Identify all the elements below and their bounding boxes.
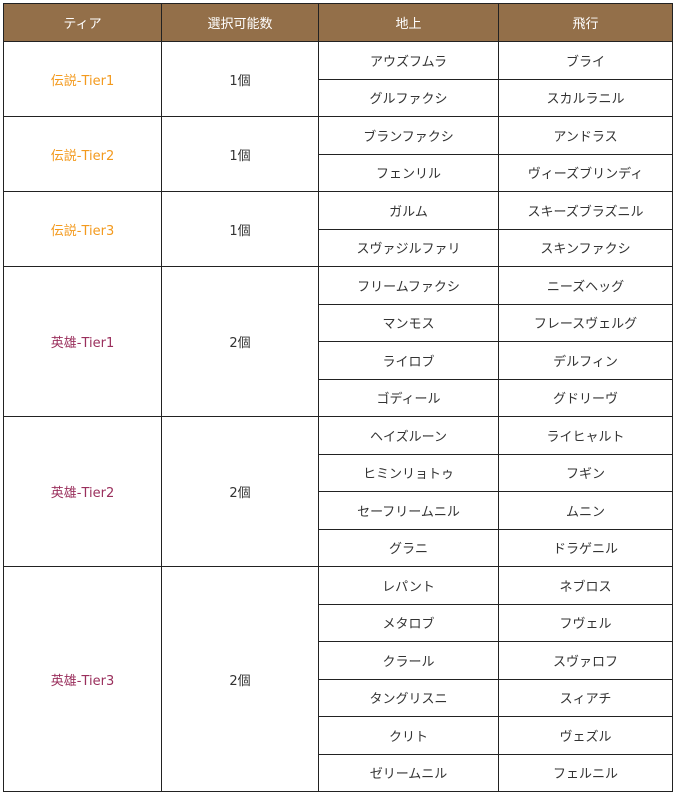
flying-mount-cell: グドリーヴ bbox=[498, 378, 673, 417]
flying-mount-cell: スカルラニル bbox=[498, 78, 673, 117]
table-row: フェンリル ヴィーズブリンディ bbox=[4, 153, 673, 192]
ground-mount-cell: フェンリル bbox=[318, 153, 499, 192]
flying-mount-cell: スィアチ bbox=[498, 678, 673, 717]
ground-mount-cell: フリームファクシ bbox=[318, 266, 499, 305]
ground-mount-cell: アウズフムラ bbox=[318, 41, 499, 80]
flying-mount-cell: フレースヴェルグ bbox=[498, 303, 673, 342]
table-row: グラニ ドラゲニル bbox=[4, 528, 673, 567]
ground-mount-cell: スヴァジルファリ bbox=[318, 228, 499, 267]
count-cell: 1個 bbox=[161, 116, 319, 192]
flying-mount-cell: フェルニル bbox=[498, 753, 673, 792]
table-row: メタロブ フヴェル bbox=[4, 603, 673, 642]
flying-mount-cell: スキーズブラズニル bbox=[498, 191, 673, 230]
header-selectable-count: 選択可能数 bbox=[161, 3, 319, 42]
ground-mount-cell: セーフリームニル bbox=[318, 491, 499, 530]
header-flying: 飛行 bbox=[498, 3, 673, 42]
flying-mount-cell: ドラゲニル bbox=[498, 528, 673, 567]
table-row: ゼリームニル フェルニル bbox=[4, 753, 673, 792]
table-row: 伝説-Tier2 1個 ブランファクシ アンドラス bbox=[3, 116, 673, 192]
flying-mount-cell: ライヒャルト bbox=[498, 416, 673, 455]
ground-mount-cell: クリト bbox=[318, 716, 499, 755]
ground-mount-cell: タングリスニ bbox=[318, 678, 499, 717]
ground-mount-cell: クラール bbox=[318, 641, 499, 680]
table-row: 英雄-Tier2 2個 ヘイズルーン ライヒャルト bbox=[3, 416, 673, 567]
tier-cell: 伝説-Tier2 bbox=[3, 116, 162, 192]
table-row: マンモス フレースヴェルグ bbox=[4, 303, 673, 342]
flying-mount-cell: ブライ bbox=[498, 41, 673, 80]
ground-mount-cell: グルファクシ bbox=[318, 78, 499, 117]
ground-mount-cell: レパント bbox=[318, 566, 499, 605]
flying-mount-cell: アンドラス bbox=[498, 116, 673, 155]
count-cell: 2個 bbox=[161, 566, 319, 792]
table-row: ゴディール グドリーヴ bbox=[4, 378, 673, 417]
ground-mount-cell: ゴディール bbox=[318, 378, 499, 417]
table-row: グルファクシ スカルラニル bbox=[4, 78, 673, 117]
ground-mount-cell: ガルム bbox=[318, 191, 499, 230]
flying-mount-cell: フヴェル bbox=[498, 603, 673, 642]
flying-mount-cell: フギン bbox=[498, 453, 673, 492]
table-row: 英雄-Tier1 2個 フリームファクシ ニーズヘッグ bbox=[3, 266, 673, 417]
count-cell: 1個 bbox=[161, 191, 319, 267]
table-row: タングリスニ スィアチ bbox=[4, 678, 673, 717]
count-cell: 2個 bbox=[161, 266, 319, 417]
flying-mount-cell: デルフィン bbox=[498, 341, 673, 380]
tier-cell: 伝説-Tier1 bbox=[3, 41, 162, 117]
table-row: 英雄-Tier3 2個 レパント ネブロス bbox=[3, 566, 673, 792]
ground-mount-cell: メタロブ bbox=[318, 603, 499, 642]
ground-mount-cell: ヘイズルーン bbox=[318, 416, 499, 455]
flying-mount-cell: ムニン bbox=[498, 491, 673, 530]
table-row: ヒミンリョトゥ フギン bbox=[4, 453, 673, 492]
table-row: スヴァジルファリ スキンファクシ bbox=[4, 228, 673, 267]
count-cell: 1個 bbox=[161, 41, 319, 117]
ground-mount-cell: マンモス bbox=[318, 303, 499, 342]
flying-mount-cell: スキンファクシ bbox=[498, 228, 673, 267]
header-tier: ティア bbox=[3, 3, 162, 42]
table-row: セーフリームニル ムニン bbox=[4, 491, 673, 530]
tier-cell: 英雄-Tier1 bbox=[3, 266, 162, 417]
table-row: クリト ヴェズル bbox=[4, 716, 673, 755]
header-ground: 地上 bbox=[318, 3, 499, 42]
ground-mount-cell: ヒミンリョトゥ bbox=[318, 453, 499, 492]
ground-mount-cell: グラニ bbox=[318, 528, 499, 567]
ground-mount-cell: ライロブ bbox=[318, 341, 499, 380]
tier-cell: 伝説-Tier3 bbox=[3, 191, 162, 267]
mount-tier-table: ティア 選択可能数 地上 飛行 伝説-Tier1 1個 アウズフムラ ブライ グルファク… bbox=[3, 3, 673, 792]
tier-cell: 英雄-Tier3 bbox=[3, 566, 162, 792]
table-row: 伝説-Tier3 1個 ガルム スキーズブラズニル bbox=[3, 191, 673, 267]
tier-cell: 英雄-Tier2 bbox=[3, 416, 162, 567]
flying-mount-cell: スヴァロフ bbox=[498, 641, 673, 680]
table-row: 伝説-Tier1 1個 アウズフムラ ブライ bbox=[3, 41, 673, 117]
flying-mount-cell: ヴィーズブリンディ bbox=[498, 153, 673, 192]
flying-mount-cell: ネブロス bbox=[498, 566, 673, 605]
ground-mount-cell: ゼリームニル bbox=[318, 753, 499, 792]
ground-mount-cell: ブランファクシ bbox=[318, 116, 499, 155]
table-row: クラール スヴァロフ bbox=[4, 641, 673, 680]
table-row: ライロブ デルフィン bbox=[4, 341, 673, 380]
count-cell: 2個 bbox=[161, 416, 319, 567]
flying-mount-cell: ヴェズル bbox=[498, 716, 673, 755]
flying-mount-cell: ニーズヘッグ bbox=[498, 266, 673, 305]
table-header-row: ティア 選択可能数 地上 飛行 bbox=[3, 3, 673, 42]
